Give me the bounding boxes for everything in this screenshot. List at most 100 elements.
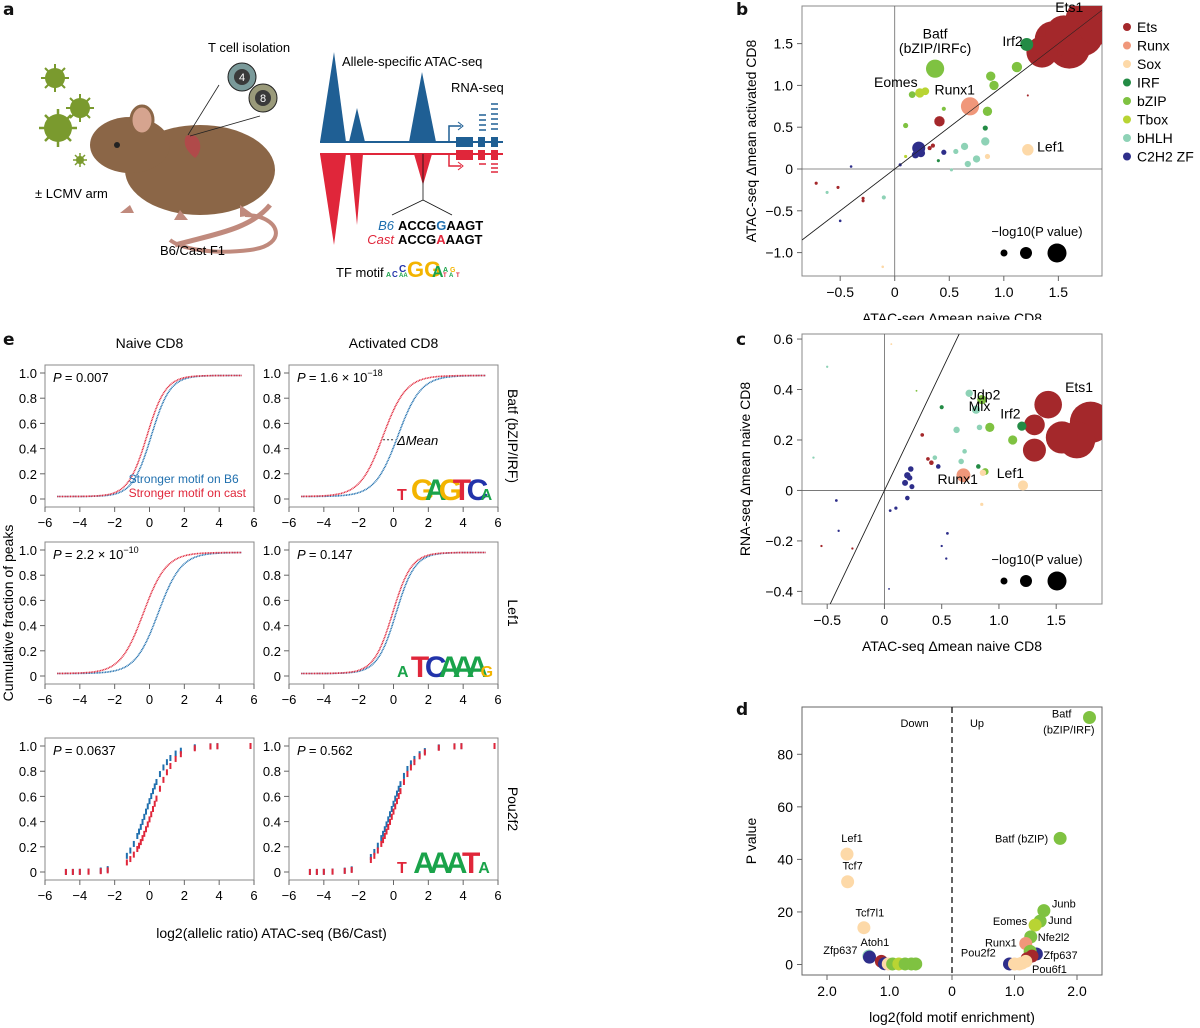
- x-tick-label: −6: [38, 515, 53, 530]
- data-point: [1011, 61, 1023, 73]
- row-label: Lef1: [505, 599, 521, 626]
- x-tick-label: 4: [216, 888, 223, 903]
- data-point: [908, 91, 916, 98]
- y-tick-label: 0.6: [19, 789, 37, 804]
- motif-letter: C: [467, 474, 489, 507]
- x-tick-label: −6: [38, 888, 53, 903]
- y-tick-label: 0.6: [263, 593, 281, 608]
- svg-text:C: C: [392, 270, 398, 279]
- y-tick-label: 0: [785, 482, 793, 498]
- legend-marker-runx: [1123, 41, 1131, 50]
- cast-cdf-curve-mark: [308, 868, 311, 875]
- cast-cdf-curve-mark: [395, 798, 398, 805]
- size-legend-medium: [1020, 575, 1032, 587]
- legend-marker-c2h2-zf: [1123, 152, 1131, 161]
- x-tick-label: 0: [881, 612, 889, 628]
- data-point: [980, 502, 984, 506]
- data-point: [921, 87, 930, 96]
- motif-letter: T: [411, 651, 429, 684]
- svg-text:A: A: [386, 272, 391, 279]
- x-tick-label: −6: [282, 888, 297, 903]
- x-tick-label: −6: [282, 515, 297, 530]
- data-point: [838, 219, 842, 223]
- data-point: [834, 499, 838, 502]
- region-label-down: Down: [900, 718, 928, 730]
- x-tick-label: 6: [494, 692, 501, 707]
- data-point: [941, 149, 947, 155]
- legend-label: Ets: [1137, 19, 1157, 35]
- data-point: [841, 875, 855, 889]
- legend-cast: Stronger motif on cast: [129, 486, 247, 500]
- y-tick-label: 0.2: [19, 467, 37, 482]
- data-point: [881, 195, 886, 200]
- x-tick-label: −2: [107, 692, 122, 707]
- b6-cdf-curve-mark: [383, 826, 386, 833]
- y-tick-label: 0.6: [774, 331, 794, 347]
- cast-cdf-curve-mark: [153, 800, 156, 807]
- svg-text:AA: AA: [399, 273, 408, 279]
- point-annotation: Lef1: [997, 465, 1024, 481]
- size-legend-small: [1000, 249, 1008, 257]
- y-tick-label: 0.8: [263, 764, 281, 779]
- svg-text:A: A: [432, 264, 444, 281]
- b6-cdf-curve-mark: [369, 853, 372, 860]
- data-point: [982, 125, 988, 131]
- point-annotation: Zfp637: [823, 945, 857, 957]
- data-point: [1026, 94, 1029, 97]
- y-tick-label: 0.8: [19, 568, 37, 583]
- p-value-label: P = 0.562: [297, 743, 353, 758]
- legend-label: bZIP: [1137, 93, 1167, 109]
- y-tick-label: 0.4: [19, 619, 37, 634]
- point-annotation: Irf2: [1002, 33, 1022, 49]
- data-point: [1053, 831, 1067, 845]
- point-annotation: Ets1: [1065, 379, 1093, 395]
- data-point: [1083, 711, 1096, 725]
- cast-cdf-curve-mark: [390, 813, 393, 820]
- legend-label: Runx: [1137, 38, 1170, 54]
- x-tick-label: 4: [216, 515, 223, 530]
- data-point: [1034, 390, 1062, 419]
- b6-cdf-curve-mark: [394, 795, 397, 802]
- y-tick-label: 0: [274, 492, 281, 507]
- y-tick-label: −0.2: [765, 533, 793, 549]
- y-axis-label: RNA-seq Δmean naive CD8: [737, 382, 753, 557]
- y-tick-label: 0.6: [19, 593, 37, 608]
- b6-cdf-curve-mark: [125, 852, 128, 859]
- motif-letter: G: [439, 474, 462, 507]
- motif-letter: A: [453, 651, 475, 684]
- cast-cdf-curve-mark: [373, 852, 376, 859]
- x-tick-label: −2: [107, 515, 122, 530]
- cast-cdf-curve-mark: [382, 837, 385, 844]
- x-axis-label: ATAC-seq Δmean naive CD8: [862, 310, 1042, 320]
- data-point: [857, 921, 871, 935]
- rna-title: RNA-seq: [451, 80, 504, 95]
- b6-cdf-curve-mark: [174, 750, 177, 757]
- cast-cdf-curve-mark: [249, 743, 252, 750]
- b6-cdf-curve-mark: [148, 798, 151, 805]
- cast-cdf-curve-mark: [151, 806, 154, 812]
- point-annotation: Mlx: [969, 398, 991, 414]
- svg-text:GG: GG: [407, 257, 441, 282]
- y-tick-label: 0.6: [19, 416, 37, 431]
- point-annotation: Lef1: [1037, 138, 1064, 154]
- cast-cdf-curve-mark: [460, 743, 463, 750]
- cast-cdf-curve-mark: [145, 826, 148, 833]
- x-tick-label: −4: [316, 515, 331, 530]
- y-tick-label: −0.4: [765, 583, 793, 599]
- motif-letter: T: [397, 860, 407, 877]
- y-tick-label: 40: [777, 851, 793, 867]
- size-legend-medium: [1020, 247, 1032, 259]
- b6-cdf-curve-mark: [136, 833, 139, 840]
- y-tick-label: 0: [274, 669, 281, 684]
- x-tick-label: 6: [494, 515, 501, 530]
- x-tick-label: −4: [72, 515, 87, 530]
- data-point: [960, 142, 969, 151]
- y-tick-label: 0.2: [263, 644, 281, 659]
- x-tick-label: −6: [282, 692, 297, 707]
- data-point: [849, 165, 853, 168]
- legend-marker-irf: [1123, 78, 1131, 87]
- p-value-label: P = 1.6 × 10−18: [297, 368, 383, 385]
- data-point: [861, 196, 865, 200]
- b6-cdf-curve-mark: [390, 806, 393, 812]
